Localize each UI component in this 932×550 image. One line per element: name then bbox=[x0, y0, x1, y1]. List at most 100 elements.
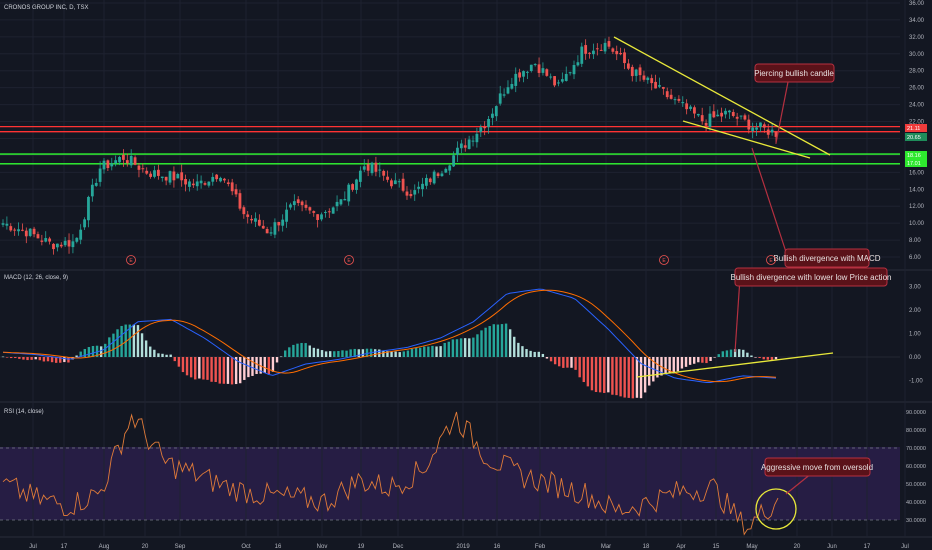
macd-hist-bar bbox=[484, 327, 487, 357]
macd-hist-bar bbox=[398, 352, 401, 357]
macd-hist-bar bbox=[185, 357, 189, 376]
candle-body bbox=[63, 240, 67, 246]
annotation-box bbox=[764, 457, 871, 477]
candle-body bbox=[180, 172, 184, 181]
earnings-marker-label: E bbox=[347, 258, 351, 264]
macd-hist-bar bbox=[578, 357, 581, 378]
macd-hist-bar bbox=[664, 357, 667, 375]
candle-body bbox=[265, 229, 269, 234]
candle-body bbox=[17, 229, 20, 232]
candle-body bbox=[522, 71, 525, 77]
macd-hist-bar bbox=[750, 355, 753, 357]
macd-hist-bar bbox=[304, 343, 307, 357]
candle-body bbox=[405, 191, 409, 196]
annotation-bullish-macd: Bullish divergence with MACD bbox=[773, 248, 881, 268]
macd-tick-label: -1.00 bbox=[909, 379, 923, 385]
price-badge bbox=[905, 124, 927, 132]
macd-hist-bar bbox=[38, 357, 42, 361]
candle-body bbox=[48, 238, 52, 242]
x-tick-label: Sep bbox=[175, 544, 186, 550]
macd-hist-bar bbox=[312, 347, 316, 357]
candle-body bbox=[316, 214, 320, 220]
piercing-pointer bbox=[775, 81, 789, 144]
macd-hist-bar bbox=[132, 324, 136, 357]
macd-hist-bar bbox=[468, 338, 471, 357]
macd-hist-bar bbox=[619, 357, 622, 397]
candle-body bbox=[219, 177, 222, 182]
candle-body bbox=[743, 115, 747, 120]
macd-hist-bar bbox=[357, 349, 361, 357]
macd-hist-bar bbox=[9, 357, 13, 359]
macd-hist-bar bbox=[762, 357, 765, 360]
price-tick-label: 36.00 bbox=[909, 1, 925, 7]
macd-hist-bar bbox=[746, 352, 749, 357]
candle-body bbox=[529, 64, 533, 71]
macd-hist-bar bbox=[26, 357, 29, 361]
candle-body bbox=[339, 199, 343, 205]
candle-body bbox=[459, 143, 463, 149]
candle-body bbox=[59, 244, 63, 247]
candle-body bbox=[588, 52, 591, 54]
candle-body bbox=[133, 157, 137, 165]
candle-body bbox=[669, 94, 673, 99]
macd-hist-bar bbox=[271, 357, 275, 372]
candle-body bbox=[638, 67, 642, 76]
macd-hist-bar bbox=[680, 357, 684, 369]
candle-body bbox=[137, 165, 141, 170]
candle-body bbox=[525, 71, 529, 73]
macd-hist-bar bbox=[480, 330, 483, 357]
macd-hist-bar bbox=[128, 324, 131, 357]
candle-body bbox=[704, 122, 708, 126]
price-tick-label: 30.00 bbox=[909, 52, 925, 58]
candle-body bbox=[634, 69, 638, 76]
candle-body bbox=[289, 204, 292, 208]
macd-hist-bar bbox=[476, 334, 479, 357]
macd-hist-bar bbox=[549, 357, 553, 362]
candle-body bbox=[479, 127, 483, 132]
candle-body bbox=[285, 209, 288, 222]
candle-body bbox=[176, 174, 180, 179]
candle-body bbox=[681, 102, 685, 104]
macd-hist-bar bbox=[124, 324, 127, 357]
macd-hist-bar bbox=[206, 357, 209, 380]
macd-hist-bar bbox=[149, 346, 152, 357]
candle-body bbox=[506, 87, 510, 94]
candle-body bbox=[145, 170, 149, 174]
candle-body bbox=[40, 240, 44, 242]
candle-body bbox=[630, 66, 634, 77]
macd-hist-bar bbox=[14, 357, 17, 359]
candle-body bbox=[708, 113, 712, 127]
macd-hist-bar bbox=[697, 357, 700, 363]
macd-hist-bar bbox=[439, 346, 442, 357]
candle-body bbox=[518, 72, 522, 78]
candle-body bbox=[351, 184, 354, 190]
price-badge-text: 20.65 bbox=[907, 135, 921, 141]
macd-hist-bar bbox=[79, 351, 82, 357]
candle-body bbox=[188, 181, 191, 187]
candle-body bbox=[712, 111, 716, 118]
macd-hist-bar bbox=[365, 348, 369, 357]
price-tick-label: 8.00 bbox=[909, 238, 921, 244]
candle-body bbox=[250, 218, 254, 221]
candle-body bbox=[254, 218, 257, 222]
macd-hist-bar bbox=[279, 356, 283, 358]
candle-body bbox=[700, 115, 704, 122]
candle-body bbox=[673, 99, 677, 101]
candle-body bbox=[452, 155, 455, 167]
candle-body bbox=[440, 173, 444, 177]
candle-body bbox=[36, 234, 40, 239]
x-tick-label: Nov bbox=[317, 544, 328, 550]
macd-hist-bar bbox=[472, 337, 475, 357]
x-tick-label: Jul bbox=[29, 544, 37, 550]
x-tick-label: 20 bbox=[794, 544, 801, 550]
candle-body bbox=[343, 198, 347, 201]
candle-body bbox=[716, 114, 720, 117]
annotation-box bbox=[734, 267, 888, 287]
candle-body bbox=[362, 166, 366, 170]
macd-hist-bar bbox=[173, 357, 176, 362]
candle-body bbox=[553, 76, 556, 86]
price-tick-label: 14.00 bbox=[909, 187, 925, 193]
rsi-tick-label: 50.0000 bbox=[906, 482, 926, 488]
x-tick-label: Apr bbox=[676, 544, 685, 550]
bullish-macd-pointer bbox=[751, 147, 787, 253]
